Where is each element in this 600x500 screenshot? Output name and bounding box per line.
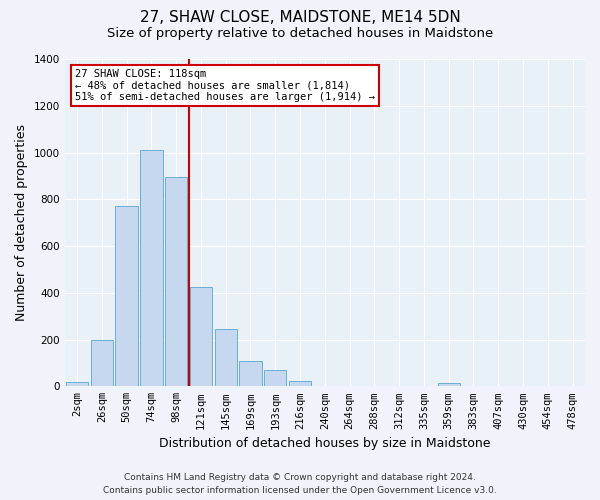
X-axis label: Distribution of detached houses by size in Maidstone: Distribution of detached houses by size … xyxy=(159,437,491,450)
Bar xyxy=(165,177,187,386)
Text: 27, SHAW CLOSE, MAIDSTONE, ME14 5DN: 27, SHAW CLOSE, MAIDSTONE, ME14 5DN xyxy=(140,10,460,25)
Bar xyxy=(190,287,212,386)
Text: Contains HM Land Registry data © Crown copyright and database right 2024.
Contai: Contains HM Land Registry data © Crown c… xyxy=(103,473,497,495)
Bar xyxy=(239,360,262,386)
Bar xyxy=(66,382,88,386)
Bar xyxy=(215,329,237,386)
Y-axis label: Number of detached properties: Number of detached properties xyxy=(15,124,28,321)
Bar xyxy=(289,381,311,386)
Bar xyxy=(140,150,163,386)
Text: Size of property relative to detached houses in Maidstone: Size of property relative to detached ho… xyxy=(107,28,493,40)
Text: 27 SHAW CLOSE: 118sqm
← 48% of detached houses are smaller (1,814)
51% of semi-d: 27 SHAW CLOSE: 118sqm ← 48% of detached … xyxy=(75,69,375,102)
Bar xyxy=(437,383,460,386)
Bar xyxy=(264,370,286,386)
Bar xyxy=(91,340,113,386)
Bar xyxy=(115,206,138,386)
